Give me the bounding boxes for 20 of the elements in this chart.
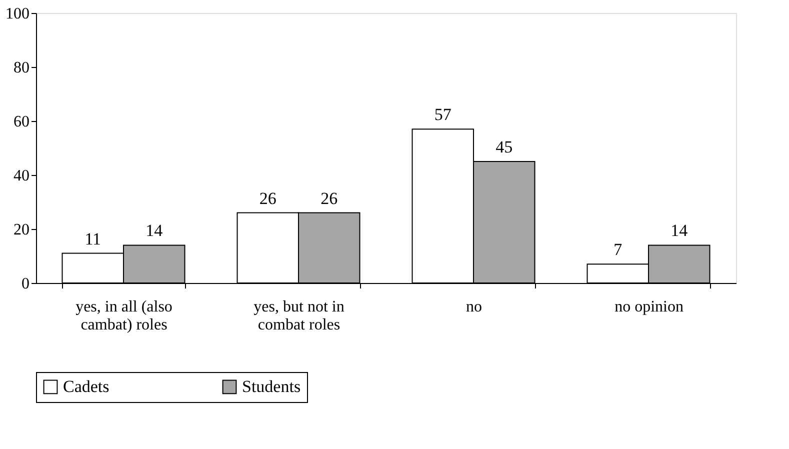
data-label: 26 [320,188,338,208]
x-tick-label: no opinion [614,298,684,316]
data-label: 11 [84,229,102,248]
data-label: 7 [614,240,623,260]
data-label: 14 [146,221,164,240]
data-label: 45 [496,138,513,156]
legend-label: Students [242,376,301,396]
y-tick-label: 40 [14,168,30,184]
data-label: 14 [670,221,688,240]
y-tick-label: 80 [14,60,30,76]
legend-label: Cadets [63,376,110,396]
data-label: 57 [434,105,452,124]
y-tick-label: 20 [14,222,30,238]
y-tick-label: 0 [22,276,30,292]
x-tick-label: yes, but not in combat roles [254,298,344,334]
x-tick-label: no [466,298,482,316]
x-tick-label: yes, in all (also cambat) roles [76,298,172,334]
data-label: 26 [259,188,276,208]
y-tick-label: 60 [14,114,30,130]
y-tick-label: 100 [6,6,30,22]
